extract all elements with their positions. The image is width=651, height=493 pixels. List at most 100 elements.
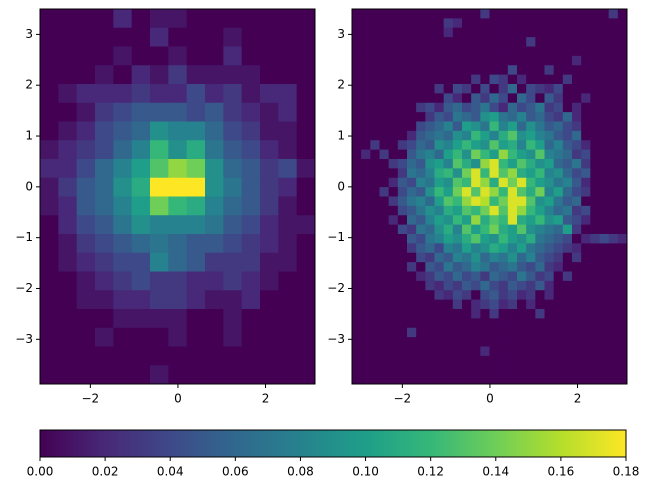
cell [434,140,445,151]
cell [489,365,500,376]
cell [553,84,564,94]
cell [608,262,619,272]
cell [388,205,399,216]
cell [352,84,362,94]
cell [608,177,619,188]
cell [480,55,490,66]
cell [553,187,564,197]
cell [425,280,435,291]
cell [562,187,573,197]
cell [608,27,619,38]
cell [40,177,59,197]
cell [434,205,445,216]
cell [352,252,362,263]
cell [526,102,536,113]
cell [425,177,435,188]
cell [425,271,435,282]
cell [76,234,96,254]
cell [608,102,619,113]
cell [150,27,169,47]
cell [40,234,59,254]
cell [617,374,628,385]
cell [507,327,518,338]
cell [379,252,390,263]
cell [260,365,279,385]
cell [186,271,206,291]
cell [388,309,399,319]
cell [590,252,600,263]
cell [562,37,573,47]
y-tick-label: 2 [337,78,345,92]
cell [608,327,619,338]
cell [590,177,600,188]
cell [260,234,279,254]
cell [388,18,399,29]
cell [379,187,390,197]
cell [608,374,619,385]
cell [95,140,114,160]
cell [535,65,545,76]
cell [507,37,518,47]
cell [562,262,573,272]
cell [416,196,426,207]
cell [517,234,527,244]
cell [168,327,188,347]
cell [617,168,628,179]
cell [562,65,573,76]
cell [553,149,564,160]
cell [388,168,399,179]
cell [113,196,133,216]
cell [452,337,463,347]
cell [608,46,619,57]
cell [131,121,151,141]
cell [535,215,545,226]
cell [205,46,224,66]
cell [544,224,555,235]
cell [590,9,600,19]
cell [562,365,573,376]
cell [599,9,610,19]
cell [471,140,481,151]
cell [507,374,518,385]
cell [443,74,454,85]
cell [572,205,582,216]
cell [599,168,610,179]
cell [517,309,527,319]
cell [361,149,371,160]
cell [379,243,390,254]
cell [425,374,435,385]
cell [168,252,188,272]
cell [489,84,500,94]
cell [352,271,362,282]
cell [40,46,59,66]
cell [76,196,96,216]
cell [95,84,114,104]
cell [150,327,169,347]
cell [526,93,536,104]
cell [526,252,536,263]
cell [397,224,408,235]
cell [113,290,133,310]
cell [489,327,500,338]
cell [517,27,527,38]
cell [352,365,362,376]
cell [260,327,279,347]
cell [562,205,573,216]
x-tick-label: 0 [486,392,494,406]
cell [572,309,582,319]
cell [617,271,628,282]
cell [434,130,445,141]
cell [241,346,261,366]
cell [535,159,545,169]
cell [507,140,518,151]
cell [462,140,472,151]
cell [617,102,628,113]
cell [40,346,59,366]
cell [407,205,417,216]
cell [480,224,490,235]
cell [205,27,224,47]
cell [416,224,426,235]
cell [388,84,399,94]
cell [617,290,628,301]
cell [407,84,417,94]
